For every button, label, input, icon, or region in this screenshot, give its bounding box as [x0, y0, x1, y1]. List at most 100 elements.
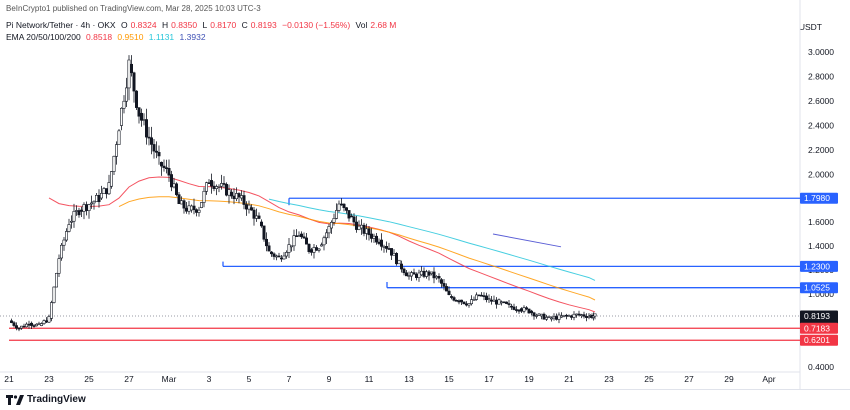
candle-body[interactable]	[399, 263, 403, 270]
candle-body[interactable]	[593, 313, 597, 317]
candle-body[interactable]	[262, 225, 266, 240]
candle-body[interactable]	[42, 320, 46, 324]
candle-body[interactable]	[419, 270, 423, 276]
candle-body[interactable]	[302, 236, 306, 239]
candle-body[interactable]	[49, 302, 53, 319]
candle-body[interactable]	[172, 183, 176, 188]
candle-body[interactable]	[309, 249, 313, 253]
candle-body[interactable]	[187, 205, 191, 212]
candle-body[interactable]	[279, 257, 283, 260]
candle-body[interactable]	[34, 323, 38, 327]
candle-body[interactable]	[427, 271, 431, 276]
candle-body[interactable]	[102, 188, 106, 194]
candle-body[interactable]	[522, 307, 526, 312]
candle-body[interactable]	[474, 294, 478, 300]
candle-body[interactable]	[542, 313, 546, 320]
candle-body[interactable]	[294, 235, 298, 237]
candle-body[interactable]	[160, 161, 164, 167]
candle-body[interactable]	[185, 207, 189, 212]
candle-body[interactable]	[287, 244, 291, 253]
candle-body[interactable]	[182, 200, 186, 209]
candle-body[interactable]	[257, 215, 261, 219]
candle-body[interactable]	[75, 210, 79, 212]
candle-body[interactable]	[444, 286, 448, 292]
candle-body[interactable]	[519, 308, 523, 312]
candle-body[interactable]	[524, 307, 528, 310]
candle-body[interactable]	[220, 183, 224, 187]
candle-body[interactable]	[217, 186, 221, 188]
candle-body[interactable]	[527, 308, 531, 314]
candle-body[interactable]	[317, 248, 321, 251]
candle-body[interactable]	[404, 272, 408, 277]
candle-body[interactable]	[319, 244, 323, 247]
candle-body[interactable]	[140, 112, 144, 121]
candle-body[interactable]	[200, 202, 204, 208]
candle-body[interactable]	[377, 241, 381, 244]
candle-body[interactable]	[409, 272, 413, 277]
candle-body[interactable]	[509, 305, 513, 308]
candle-body[interactable]	[347, 210, 351, 219]
candle-body[interactable]	[307, 243, 311, 252]
candle-body[interactable]	[125, 87, 129, 102]
candle-body[interactable]	[369, 233, 373, 239]
candle-body[interactable]	[97, 195, 101, 203]
candle-body[interactable]	[514, 309, 518, 311]
candle-body[interactable]	[507, 303, 511, 305]
candle-body[interactable]	[494, 299, 498, 305]
candle-body[interactable]	[354, 221, 358, 230]
candle-body[interactable]	[17, 327, 21, 330]
candle-body[interactable]	[439, 279, 443, 284]
tradingview-logo[interactable]: TradingView	[6, 394, 86, 405]
candle-body[interactable]	[47, 316, 51, 323]
candle-body[interactable]	[177, 194, 181, 205]
candle-body[interactable]	[467, 303, 471, 306]
candle-body[interactable]	[432, 271, 436, 279]
candle-body[interactable]	[387, 248, 391, 250]
candle-body[interactable]	[87, 204, 91, 211]
candle-body[interactable]	[554, 316, 558, 320]
candle-body[interactable]	[392, 252, 396, 256]
candle-body[interactable]	[165, 167, 169, 169]
candle-body[interactable]	[137, 107, 141, 117]
candle-body[interactable]	[414, 273, 418, 278]
candle-body[interactable]	[547, 315, 551, 318]
candle-body[interactable]	[442, 283, 446, 287]
candle-body[interactable]	[429, 271, 433, 274]
price-chart[interactable]: 3.00002.80002.60002.40002.20002.00001.80…	[0, 0, 850, 389]
candle-body[interactable]	[110, 171, 114, 187]
candle-body[interactable]	[574, 313, 578, 316]
candle-body[interactable]	[259, 221, 263, 227]
candle-body[interactable]	[289, 245, 293, 248]
candle-body[interactable]	[117, 130, 121, 145]
candle-body[interactable]	[27, 323, 31, 326]
candle-body[interactable]	[344, 207, 348, 211]
candle-body[interactable]	[225, 183, 229, 196]
candle-body[interactable]	[484, 295, 488, 301]
candle-body[interactable]	[504, 301, 508, 304]
candle-body[interactable]	[577, 313, 581, 316]
candle-body[interactable]	[487, 298, 491, 301]
candle-body[interactable]	[205, 182, 209, 192]
candle-body[interactable]	[90, 202, 94, 205]
candle-body[interactable]	[434, 276, 438, 279]
candle-body[interactable]	[107, 182, 111, 195]
candle-body[interactable]	[372, 235, 376, 239]
candle-body[interactable]	[389, 248, 393, 256]
candle-body[interactable]	[362, 224, 366, 234]
candle-body[interactable]	[82, 204, 86, 212]
candle-body[interactable]	[207, 182, 211, 184]
candle-body[interactable]	[170, 174, 174, 188]
candle-body[interactable]	[230, 191, 234, 197]
candle-body[interactable]	[12, 322, 16, 326]
candle-body[interactable]	[65, 231, 69, 241]
candle-body[interactable]	[322, 237, 326, 246]
candle-body[interactable]	[359, 224, 363, 229]
candle-body[interactable]	[277, 255, 281, 258]
candle-body[interactable]	[564, 314, 568, 317]
candle-body[interactable]	[157, 152, 161, 157]
candle-body[interactable]	[482, 295, 486, 297]
candle-body[interactable]	[10, 320, 14, 323]
candle-body[interactable]	[227, 189, 231, 196]
candle-body[interactable]	[447, 290, 451, 296]
candle-body[interactable]	[175, 183, 179, 195]
